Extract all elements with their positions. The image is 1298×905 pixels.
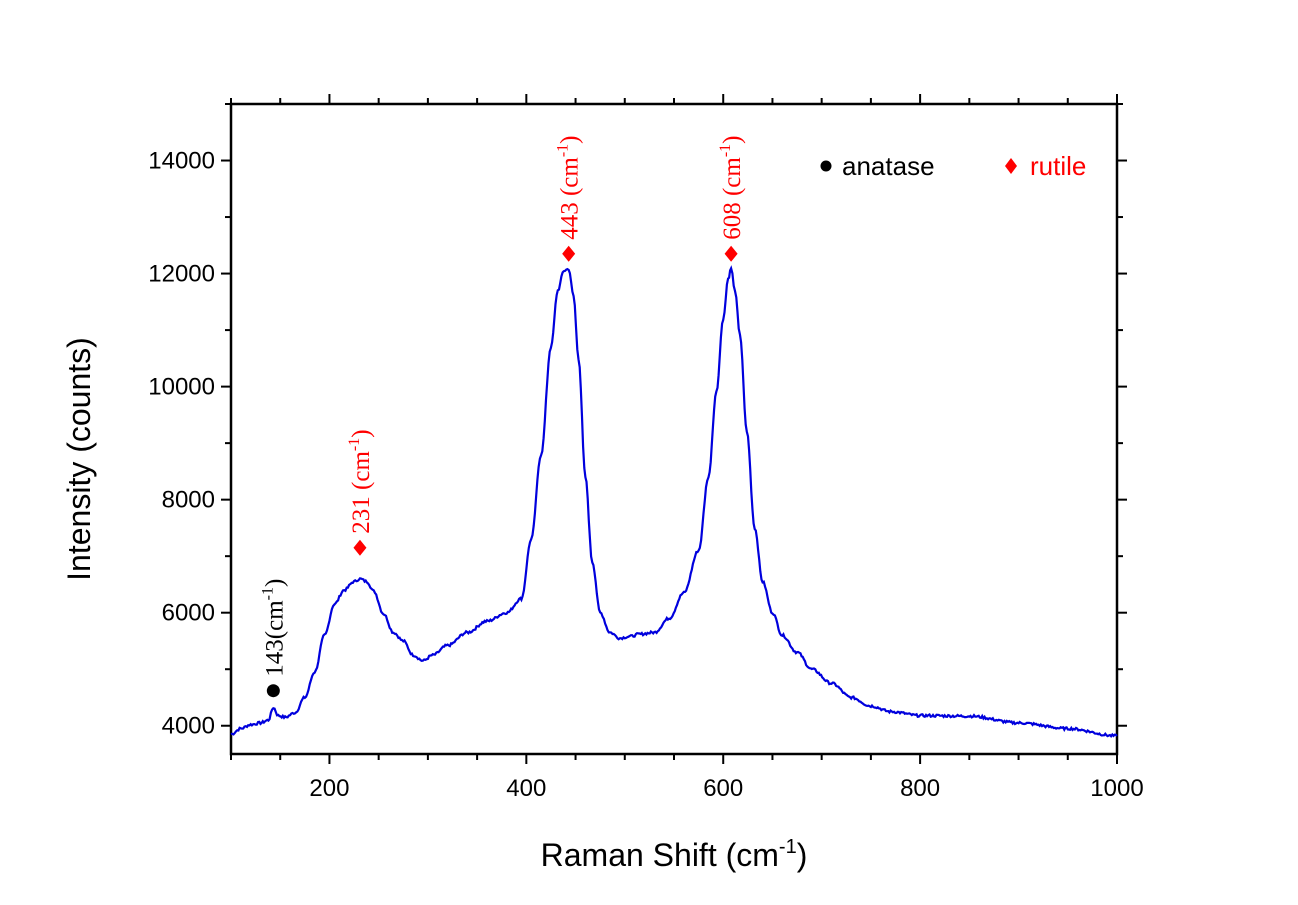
x-axis: 200 400 600 800 1000: [230, 94, 1144, 802]
legend-rutile-marker: [1005, 158, 1017, 174]
legend: anatase rutile: [820, 151, 1086, 181]
peak-label: 143(cm-1): [259, 579, 288, 677]
y-tick-label: 8000: [162, 487, 215, 514]
rutile-marker: [353, 539, 367, 556]
y-axis-title: Intensity (counts): [61, 337, 97, 581]
y-axis: 4000 6000 8000 10000 12000 14000: [148, 103, 1127, 740]
spectrum-line: [230, 265, 1118, 738]
peak-label: 231 (cm-1): [346, 429, 375, 533]
x-axis-title: Raman Shift (cm-1): [541, 836, 808, 873]
y-tick-label: 6000: [162, 600, 215, 627]
legend-anatase-marker: [820, 160, 832, 172]
plot-border: [229, 102, 1119, 756]
y-tick-label: 10000: [148, 374, 215, 401]
anatase-marker: [266, 684, 280, 698]
x-tick-label: 400: [506, 775, 546, 802]
rutile-marker: [562, 245, 576, 262]
legend-label-anatase: anatase: [842, 151, 935, 181]
peak-label: 443 (cm-1): [555, 136, 584, 240]
x-tick-label: 800: [900, 775, 940, 802]
rutile-marker: [724, 245, 738, 262]
y-tick-label: 14000: [148, 148, 215, 175]
peak-label: 608 (cm-1): [717, 136, 746, 240]
x-tick-label: 1000: [1090, 775, 1143, 802]
plot-frame: [229, 102, 1119, 756]
x-tick-label: 600: [703, 775, 743, 802]
x-tick-label: 200: [309, 775, 349, 802]
legend-label-rutile: rutile: [1030, 151, 1086, 181]
y-tick-label: 12000: [148, 261, 215, 288]
peak-annotations: 143(cm-1) 231 (cm-1) 443 (cm-1) 608 (cm-1): [259, 136, 746, 698]
y-tick-label: 4000: [162, 713, 215, 740]
